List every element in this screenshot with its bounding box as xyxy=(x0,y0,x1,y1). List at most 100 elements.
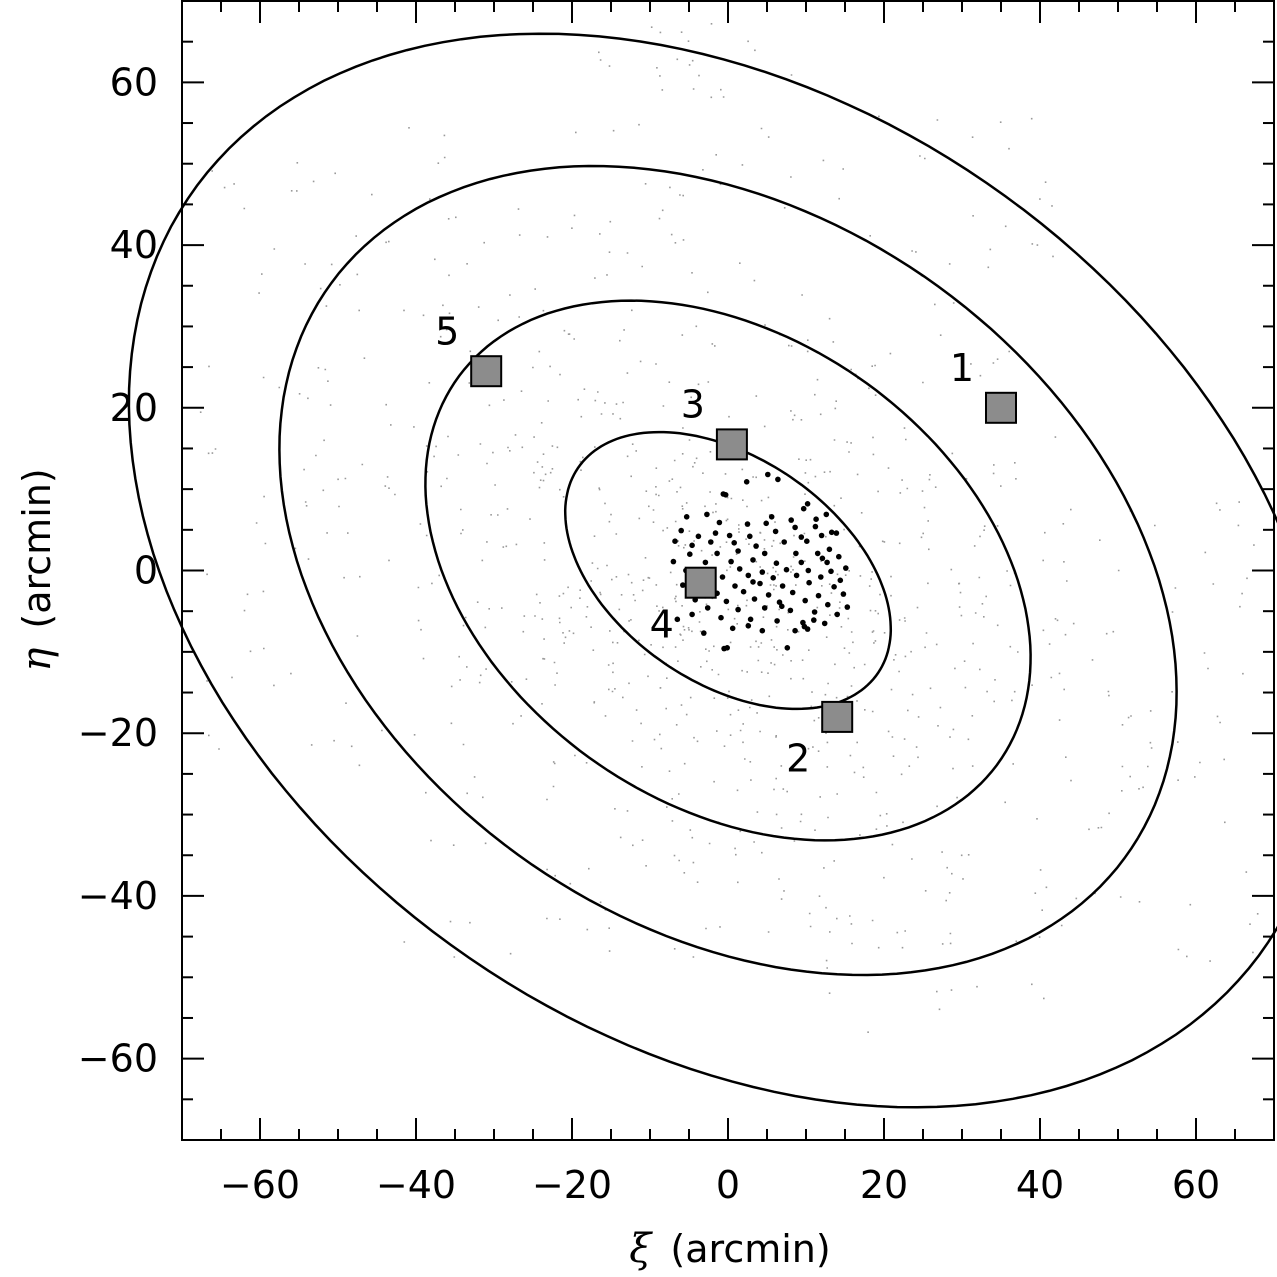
star-point xyxy=(718,614,724,621)
star-point xyxy=(678,527,684,534)
star-point xyxy=(687,551,693,557)
star-point xyxy=(712,530,719,536)
star-point xyxy=(683,514,690,520)
star-point xyxy=(793,572,800,579)
star-point xyxy=(750,579,756,585)
field-label-5: 5 xyxy=(435,310,459,354)
star-point xyxy=(805,567,812,574)
star-point xyxy=(840,591,847,597)
star-point xyxy=(759,569,766,575)
star-point xyxy=(759,627,766,634)
star-point xyxy=(729,625,736,632)
star-point xyxy=(784,645,791,651)
star-point xyxy=(843,565,849,571)
x-tick-label: −40 xyxy=(376,1163,456,1207)
density-speckles xyxy=(199,23,1259,1033)
star-point xyxy=(804,501,811,507)
star-point xyxy=(802,597,808,604)
star-point xyxy=(831,584,837,590)
density-background xyxy=(199,23,1259,1033)
star-point xyxy=(818,532,825,539)
star-point xyxy=(812,523,819,530)
field-marker-3 xyxy=(715,428,748,461)
star-point xyxy=(750,557,756,563)
star-point xyxy=(819,555,826,562)
star-point xyxy=(834,611,840,618)
star-point xyxy=(761,550,768,557)
star-point xyxy=(695,533,702,540)
star-point xyxy=(776,599,783,605)
star-point xyxy=(775,476,781,483)
y-tick-label: −20 xyxy=(78,711,158,755)
star-point xyxy=(824,559,830,566)
star-point xyxy=(765,592,772,598)
star-point xyxy=(781,539,787,545)
star-point xyxy=(828,529,835,536)
star-point xyxy=(672,538,678,544)
star-point xyxy=(798,559,805,566)
star-point xyxy=(731,540,737,546)
field-label-2: 2 xyxy=(786,737,810,781)
star-point xyxy=(798,534,805,540)
star-point xyxy=(774,618,780,624)
star-point xyxy=(720,491,727,497)
x-tick-label: −60 xyxy=(220,1163,300,1207)
star-point xyxy=(811,609,818,615)
star-point xyxy=(825,601,831,608)
y-tick-label: 0 xyxy=(134,549,158,593)
star-point xyxy=(670,558,677,565)
star-point xyxy=(745,623,752,629)
star-point xyxy=(801,623,808,630)
star-point xyxy=(723,598,730,605)
star-point xyxy=(770,575,776,581)
star-point xyxy=(837,577,844,584)
star-point xyxy=(804,538,810,544)
star-point xyxy=(761,605,768,611)
star-point xyxy=(765,471,771,478)
field-label-3: 3 xyxy=(681,383,705,427)
ellipse-contour-2 xyxy=(424,299,1032,842)
y-tick-label: 20 xyxy=(110,386,158,430)
plot-frame xyxy=(181,0,1275,1141)
x-tick-label: 0 xyxy=(716,1163,740,1207)
star-point xyxy=(701,630,707,636)
field-markers: 1 2 3 4 5 xyxy=(435,310,1017,781)
star-point xyxy=(792,524,798,531)
field-marker-4 xyxy=(684,566,717,599)
star-point xyxy=(689,611,695,618)
star-point xyxy=(708,539,714,545)
star-point xyxy=(735,606,741,613)
y-tick-label: −40 xyxy=(78,874,158,918)
star-point xyxy=(753,543,759,549)
star-point xyxy=(814,550,821,557)
tick-labels: −60 −40 −20 0 20 40 60 −60 −40 −20 0 20 40 60 xyxy=(78,60,1220,1207)
star-point xyxy=(818,574,824,580)
y-tick-label: 60 xyxy=(110,60,158,104)
star-point xyxy=(787,607,794,614)
star-point xyxy=(826,546,833,553)
y-axis-title: η (arcmin) xyxy=(14,468,60,671)
star-point xyxy=(732,583,738,589)
x-axis-unit: (arcmin) xyxy=(670,1227,830,1271)
star-point xyxy=(751,596,758,602)
star-point xyxy=(736,566,743,572)
star-point xyxy=(726,532,733,539)
x-tick-label: 40 xyxy=(1016,1163,1064,1207)
star-point xyxy=(747,533,753,540)
star-point xyxy=(757,580,763,587)
star-point xyxy=(792,627,798,634)
star-point xyxy=(773,560,780,566)
star-point xyxy=(747,616,754,623)
ellipse-contour-1 xyxy=(563,430,893,711)
star-point xyxy=(744,521,751,527)
star-point xyxy=(789,589,796,596)
star-point xyxy=(728,558,734,565)
field-label-4: 4 xyxy=(650,602,674,646)
ellipse-contour-4 xyxy=(127,32,1277,1109)
x-tick-label: −20 xyxy=(532,1163,612,1207)
star-point xyxy=(680,582,686,588)
star-point xyxy=(793,550,799,557)
x-axis-title: ξ (arcmin) xyxy=(629,1226,830,1272)
star-point xyxy=(828,568,834,575)
